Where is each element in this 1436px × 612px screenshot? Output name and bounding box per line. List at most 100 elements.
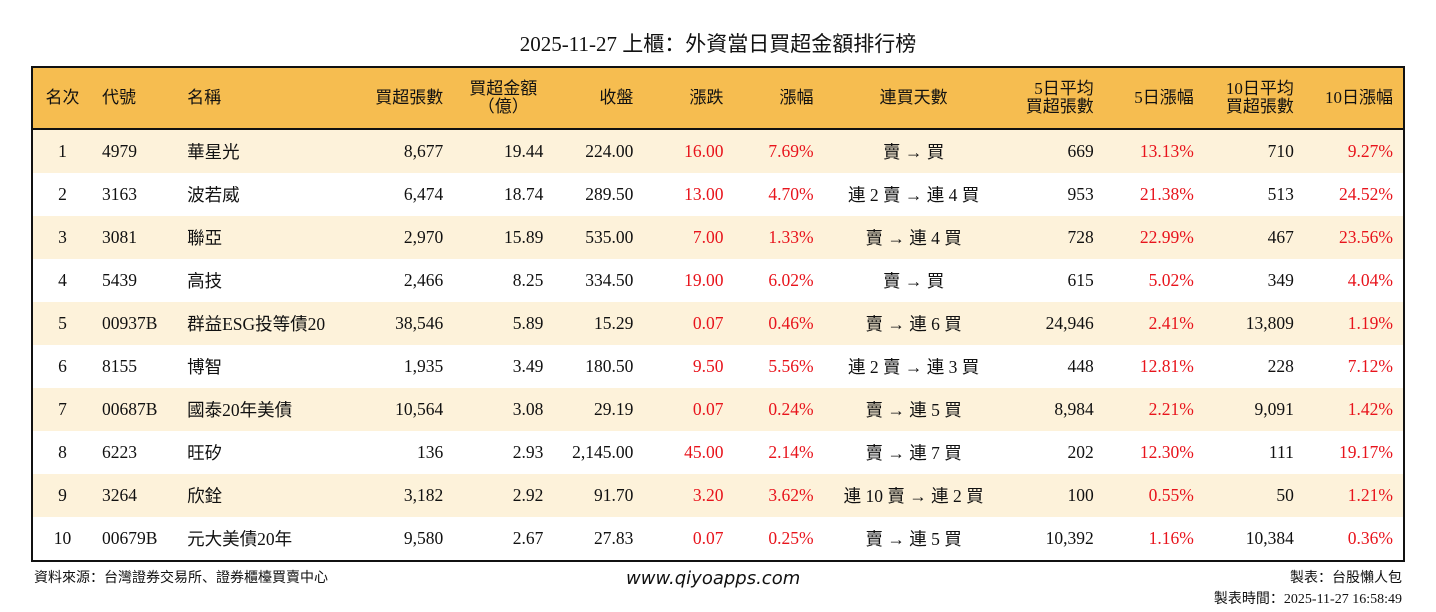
header-change-pct-line: 漲幅: [779, 88, 814, 107]
table-row: 10 00679B 元大美債20年 9,580 2.67 27.83 0.07 0.25% 賣 …: [32, 517, 1404, 561]
cell-pct10: 1.19%: [1303, 302, 1404, 345]
cell-code: 00687B: [92, 388, 178, 431]
cell-avg5-lots: 202: [1003, 431, 1104, 474]
header-name-line: 名稱: [187, 88, 222, 107]
cell-avg10-lots: 710: [1203, 129, 1304, 173]
cell-rank: 7: [32, 388, 93, 431]
header-name: 名稱: [177, 67, 354, 130]
cell-name: 波若威: [177, 173, 354, 216]
header-pct10: 10日漲幅: [1303, 67, 1404, 130]
header-pct5-line: 5日漲幅: [1134, 88, 1194, 107]
cell-change: 0.07: [643, 517, 734, 561]
cell-close: 224.00: [553, 129, 644, 173]
cell-name: 高技: [177, 259, 354, 302]
cell-avg10-lots: 13,809: [1203, 302, 1304, 345]
cell-net-buy-amount: 2.93: [453, 431, 554, 474]
cell-pct10: 24.52%: [1303, 173, 1404, 216]
page-title: 2025-11-27 上櫃：外資當日買超金額排行榜: [519, 32, 917, 56]
cell-avg10-lots: 228: [1203, 345, 1304, 388]
cell-change-pct: 0.25%: [733, 517, 824, 561]
header-row: 名次 代號 名稱 買超張數 買超金額 （億） 收盤 漲跌 漲幅 連買天數 5日平均 買超張數 5日漲幅 1…: [32, 67, 1404, 130]
cell-change-pct: 2.14%: [733, 431, 824, 474]
cell-avg5-lots: 10,392: [1003, 517, 1104, 561]
header-avg5-lots: 5日平均 買超張數: [1003, 67, 1104, 130]
cell-pct10: 4.04%: [1303, 259, 1404, 302]
cell-net-buy-amount: 19.44: [453, 129, 554, 173]
cell-avg5-lots: 615: [1003, 259, 1104, 302]
cell-rank: 3: [32, 216, 93, 259]
cell-change: 9.50: [643, 345, 734, 388]
header-streak: 連買天數: [823, 67, 1004, 130]
cell-name: 國泰20年美債: [177, 388, 354, 431]
cell-pct10: 23.56%: [1303, 216, 1404, 259]
cell-pct10: 0.36%: [1303, 517, 1404, 561]
generated-time: 製表時間：2025-11-27 16:58:49: [1213, 592, 1402, 607]
cell-change-pct: 1.33%: [733, 216, 824, 259]
cell-avg10-lots: 349: [1203, 259, 1304, 302]
table-row: 7 00687B 國泰20年美債 10,564 3.08 29.19 0.07 0.24% 賣 …: [32, 388, 1404, 431]
cell-rank: 8: [32, 431, 93, 474]
cell-change: 16.00: [643, 129, 734, 173]
cell-rank: 5: [32, 302, 93, 345]
cell-change: 13.00: [643, 173, 734, 216]
cell-close: 27.83: [553, 517, 644, 561]
header-avg10-lots-line: 買超張數: [1225, 97, 1294, 116]
cell-net-buy-amount: 2.92: [453, 474, 554, 517]
cell-close: 15.29: [553, 302, 644, 345]
cell-close: 289.50: [553, 173, 644, 216]
cell-avg10-lots: 9,091: [1203, 388, 1304, 431]
header-close: 收盤: [553, 67, 644, 130]
header-net-buy-lots-line: 買超張數: [375, 88, 444, 107]
header-net-buy-amount-line: （億）: [477, 97, 529, 116]
cell-name: 群益ESG投等債20: [177, 302, 354, 345]
cell-net-buy-lots: 2,970: [353, 216, 454, 259]
header-rank: 名次: [32, 67, 93, 130]
cell-net-buy-amount: 15.89: [453, 216, 554, 259]
cell-code: 8155: [92, 345, 178, 388]
header-net-buy-amount-line: 買超金額: [469, 79, 538, 98]
cell-code: 5439: [92, 259, 178, 302]
cell-net-buy-lots: 10,564: [353, 388, 454, 431]
cell-change: 45.00: [643, 431, 734, 474]
cell-net-buy-amount: 3.08: [453, 388, 554, 431]
cell-rank: 4: [32, 259, 93, 302]
cell-close: 180.50: [553, 345, 644, 388]
cell-rank: 1: [32, 129, 93, 173]
cell-change-pct: 5.56%: [733, 345, 824, 388]
cell-close: 535.00: [553, 216, 644, 259]
cell-streak: 連 2 賣 → 連 4 買: [823, 173, 1004, 216]
cell-close: 2,145.00: [553, 431, 644, 474]
cell-net-buy-lots: 1,935: [353, 345, 454, 388]
cell-change: 7.00: [643, 216, 734, 259]
table-row: 9 3264 欣銓 3,182 2.92 91.70 3.20 3.62% 連 10 賣 → 連…: [32, 474, 1404, 517]
cell-rank: 9: [32, 474, 93, 517]
table-row: 4 5439 高技 2,466 8.25 334.50 19.00 6.02% 賣 → 買 615…: [32, 259, 1404, 302]
cell-pct10: 1.21%: [1303, 474, 1404, 517]
cell-pct5: 0.55%: [1103, 474, 1204, 517]
cell-change: 3.20: [643, 474, 734, 517]
ranking-table: 名次 代號 名稱 買超張數 買超金額 （億） 收盤 漲跌 漲幅 連買天數 5日平均 買超張數 5日漲幅 1…: [31, 66, 1405, 562]
cell-avg5-lots: 100: [1003, 474, 1104, 517]
cell-pct5: 21.38%: [1103, 173, 1204, 216]
cell-code: 3163: [92, 173, 178, 216]
cell-close: 334.50: [553, 259, 644, 302]
cell-change-pct: 7.69%: [733, 129, 824, 173]
cell-close: 91.70: [553, 474, 644, 517]
header-pct10-line: 10日漲幅: [1325, 88, 1393, 107]
cell-avg5-lots: 728: [1003, 216, 1104, 259]
website-link[interactable]: www.qiyoapps.com: [626, 568, 801, 589]
cell-code: 6223: [92, 431, 178, 474]
cell-avg5-lots: 24,946: [1003, 302, 1104, 345]
cell-change-pct: 3.62%: [733, 474, 824, 517]
cell-pct5: 1.16%: [1103, 517, 1204, 561]
table-row: 3 3081 聯亞 2,970 15.89 535.00 7.00 1.33% 賣 → 連 4 …: [32, 216, 1404, 259]
header-avg5-lots-line: 5日平均: [1034, 79, 1094, 98]
maker: 製表：台股懶人包: [1290, 571, 1402, 586]
cell-net-buy-lots: 38,546: [353, 302, 454, 345]
header-code-line: 代號: [102, 88, 137, 107]
cell-net-buy-lots: 136: [353, 431, 454, 474]
cell-streak: 賣 → 連 5 買: [823, 517, 1004, 561]
cell-streak: 賣 → 買: [823, 259, 1004, 302]
cell-streak: 連 2 賣 → 連 3 買: [823, 345, 1004, 388]
cell-change: 19.00: [643, 259, 734, 302]
